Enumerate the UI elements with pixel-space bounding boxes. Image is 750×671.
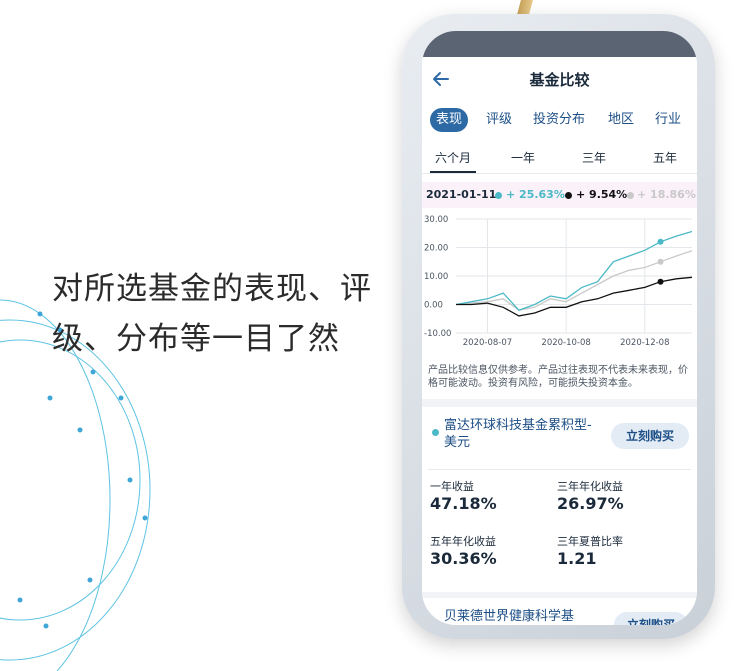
- section-separator: [422, 592, 697, 598]
- section-separator: [422, 399, 697, 407]
- legend-date: 2021-01-11: [426, 188, 497, 201]
- tab-performance[interactable]: 表现: [430, 108, 469, 132]
- y-tick-label: -10.00: [424, 329, 451, 339]
- status-bar: [422, 31, 697, 57]
- dotted-circle-decoration: [0, 299, 151, 671]
- series2-dot-icon: [565, 192, 572, 199]
- nav-bar: 基金比较: [422, 57, 697, 101]
- fund-card: 富达环球科技基金累积型-美元 立刻购买 一年收益 47.18% 三年年化收益 2…: [422, 407, 697, 592]
- series3-dot-icon: [627, 192, 634, 199]
- metric-label-5y-annualized: 五年年化收益: [430, 535, 496, 548]
- series-marker-3: [657, 258, 664, 265]
- fund-card: 贝莱德世界健康科学基 立刻购买: [422, 598, 697, 625]
- dot-icon: [432, 429, 439, 436]
- metric-value-3y-annualized: 26.97%: [557, 494, 624, 513]
- series-line-3: [455, 250, 693, 311]
- tab-rating[interactable]: 评级: [486, 112, 513, 127]
- page-title: 基金比较: [529, 71, 590, 89]
- period-3y[interactable]: 三年: [582, 151, 607, 165]
- tab-region[interactable]: 地区: [608, 112, 635, 127]
- tagline-line-1: 对所选基金的表现、评: [52, 271, 372, 307]
- phone-screen: 基金比较 表现 评级 投资分布 地区 行业 六个月 一年 三年 五年 2021-…: [422, 31, 697, 625]
- chart-legend: 2021-01-11 + 25.63% + 9.54% + 18.86%: [422, 182, 697, 208]
- y-tick-label: 0.00: [424, 301, 443, 311]
- series-marker-2: [657, 278, 664, 285]
- metric-value-5y-annualized: 30.36%: [430, 549, 497, 568]
- y-tick-label: 20.00: [424, 244, 448, 254]
- back-arrow-icon[interactable]: [430, 68, 452, 90]
- tab-allocation[interactable]: 投资分布: [533, 112, 586, 127]
- divider: [428, 469, 691, 470]
- period-6m[interactable]: 六个月: [435, 151, 472, 165]
- x-tick-label: 2020-10-08: [541, 338, 590, 348]
- y-tick-label: 10.00: [424, 272, 448, 282]
- buy-now-button[interactable]: 立刻购买: [611, 423, 689, 449]
- metric-value-1y-return: 47.18%: [430, 494, 497, 513]
- series-marker-1: [657, 238, 664, 245]
- metric-label-3y-sharpe: 三年夏普比率: [557, 535, 623, 548]
- y-tick-label: 30.00: [424, 215, 448, 225]
- period-5y[interactable]: 五年: [653, 151, 678, 165]
- legend-value-2: + 9.54%: [576, 188, 628, 201]
- series-line-2: [456, 276, 693, 317]
- legend-value-1: + 25.63%: [506, 188, 565, 201]
- tab-bar: 表现 评级 投资分布 地区 行业: [422, 103, 697, 135]
- buy-now-button[interactable]: 立刻购买: [614, 612, 688, 625]
- x-tick-label: 2020-12-08: [620, 338, 669, 348]
- metric-value-3y-sharpe: 1.21: [557, 549, 597, 568]
- period-1y[interactable]: 一年: [511, 151, 536, 165]
- disclaimer-text: 产品比较信息仅供参考。产品过往表现不代表未来表现，价格可能波动。投资有风险，可能…: [428, 365, 688, 389]
- x-tick-label: 2020-08-07: [463, 338, 512, 348]
- performance-chart: 30.00 20.00 10.00 0.00 -10.00 2020-08-07 2020-…: [424, 215, 693, 348]
- tab-sector[interactable]: 行业: [655, 112, 682, 127]
- active-period-indicator: [430, 171, 476, 173]
- metric-label-3y-annualized: 三年年化收益: [557, 480, 623, 493]
- tagline: 对所选基金的表现、评 级、分布等一目了然: [52, 264, 392, 364]
- fund-name[interactable]: 贝莱德世界健康科学基: [444, 609, 575, 624]
- series-line-1: [455, 230, 693, 311]
- metric-label-1y-return: 一年收益: [430, 480, 474, 493]
- legend-value-3: + 18.86%: [637, 188, 696, 201]
- tagline-line-2: 级、分布等一目了然: [52, 321, 340, 357]
- series1-dot-icon: [495, 192, 502, 199]
- fund-name[interactable]: 富达环球科技基金累积型-美元: [444, 418, 592, 450]
- period-selector: 六个月 一年 三年 五年: [422, 143, 697, 174]
